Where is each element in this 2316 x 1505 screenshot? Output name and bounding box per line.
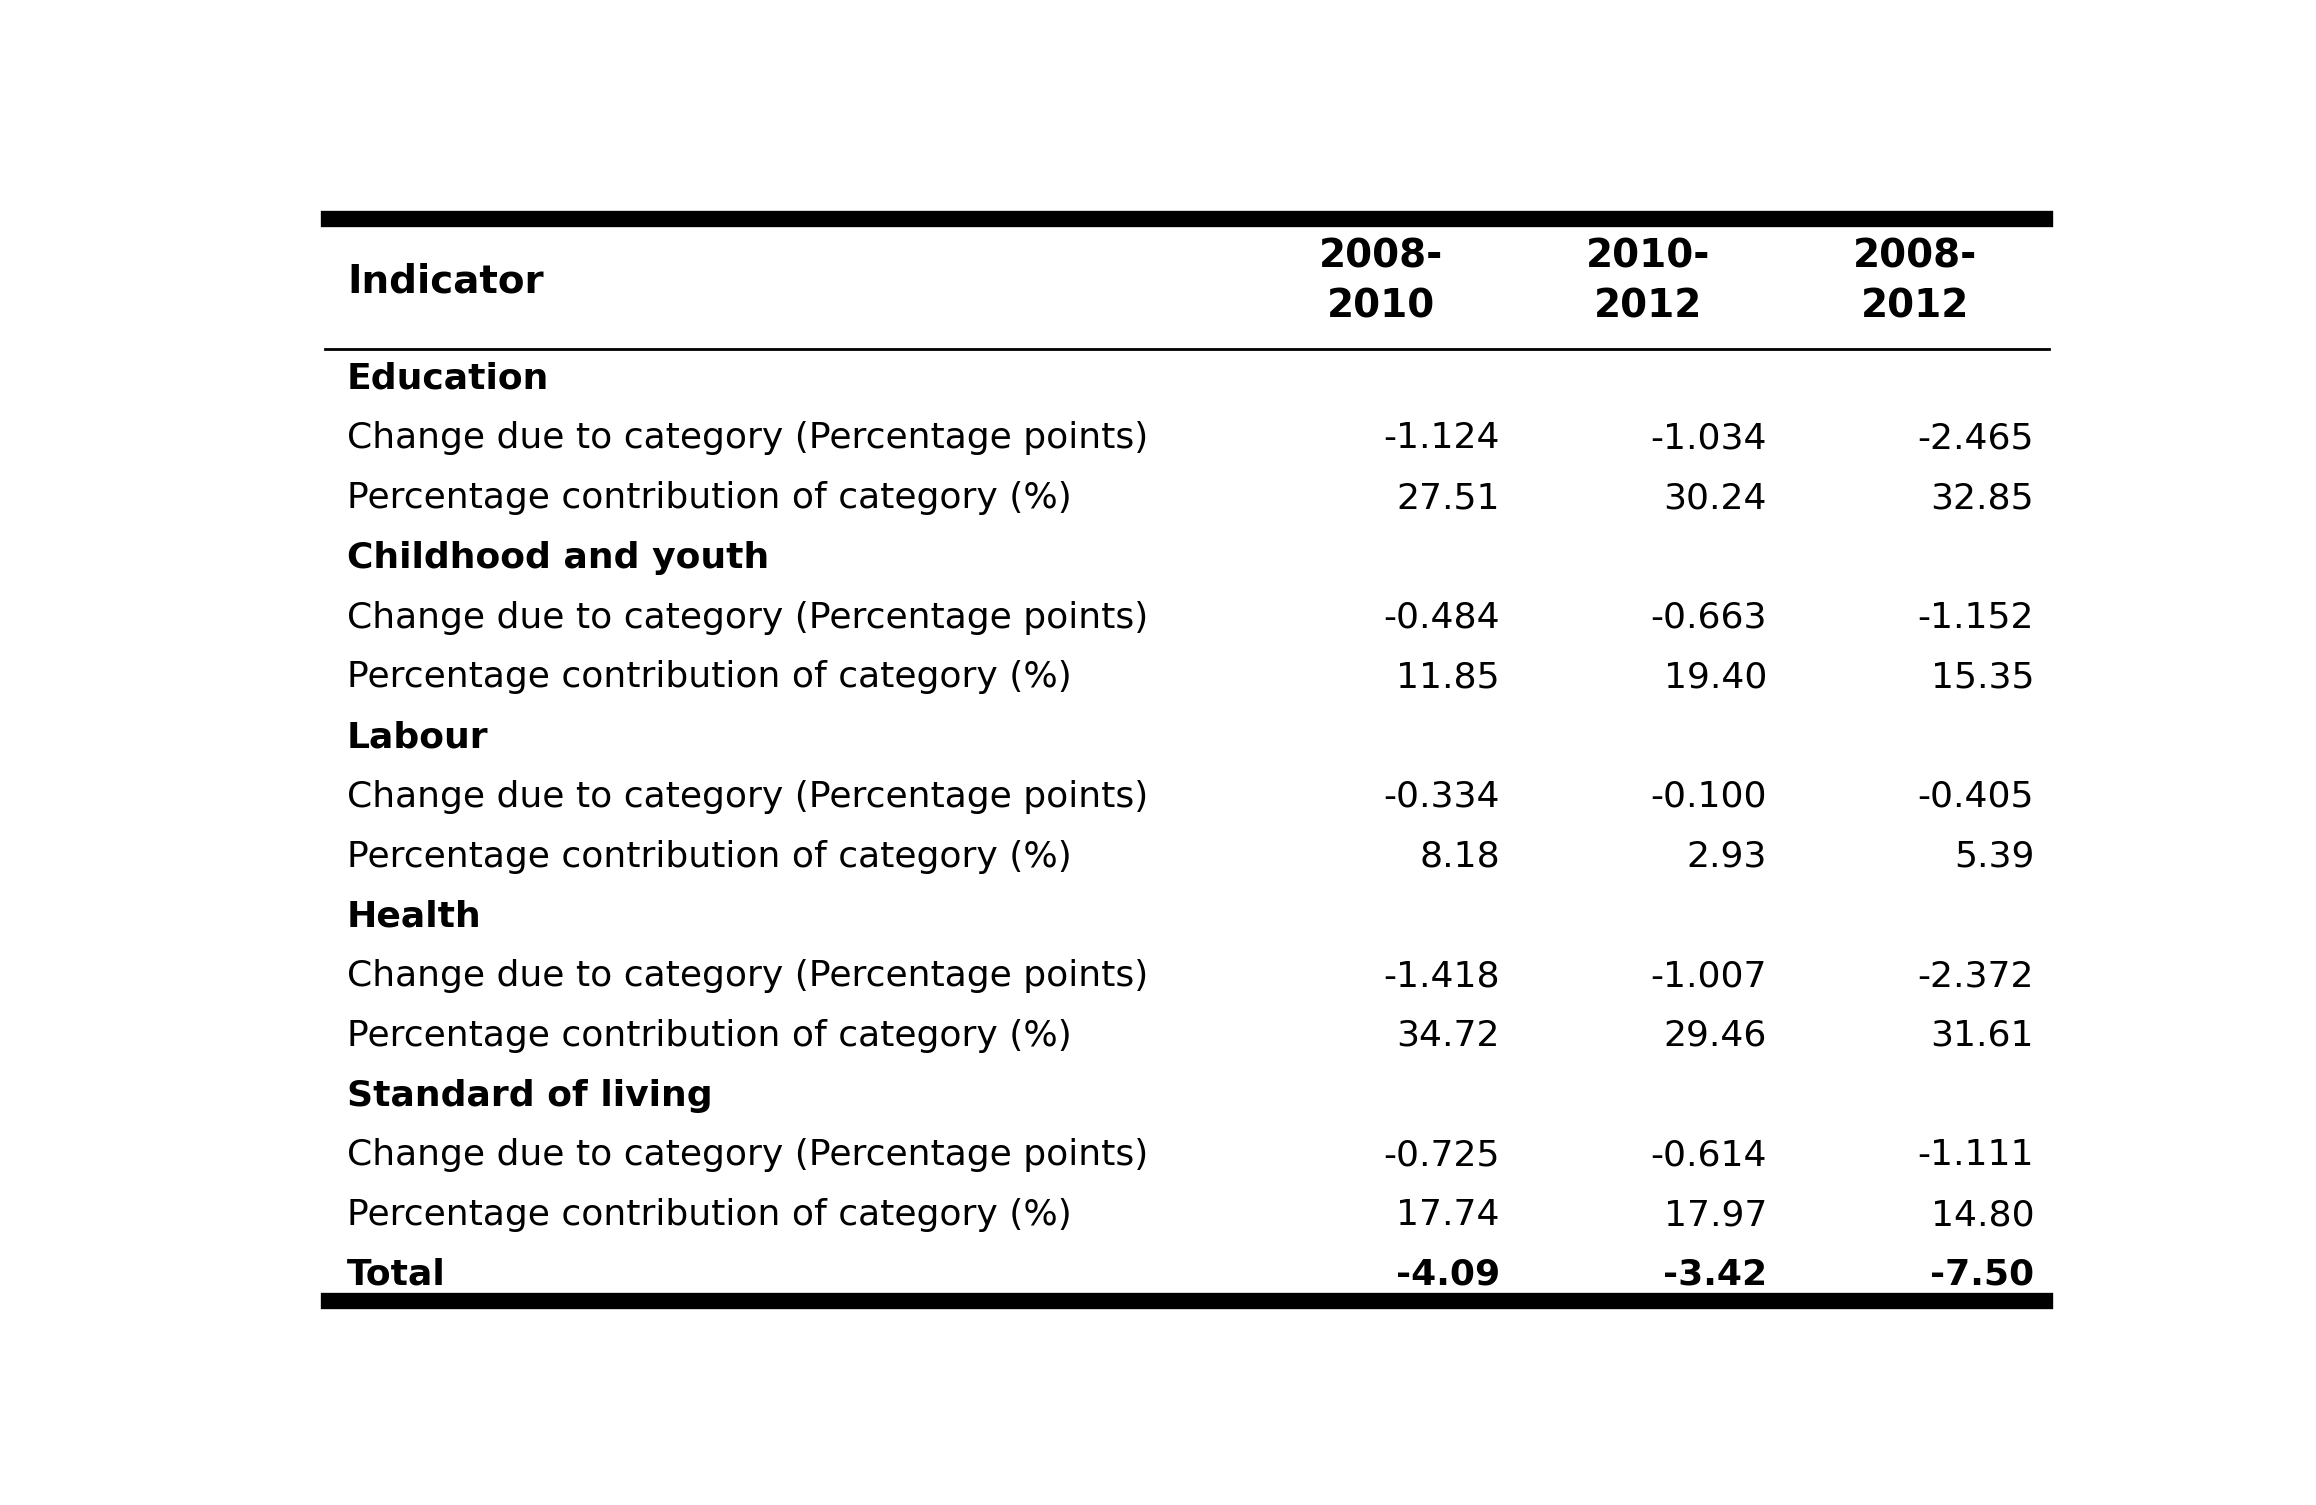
Text: 2008-
2010: 2008- 2010 [1318,238,1443,327]
Text: -0.663: -0.663 [1651,600,1767,635]
Text: Percentage contribution of category (%): Percentage contribution of category (%) [347,482,1072,515]
Text: -1.124: -1.124 [1383,421,1501,456]
Text: Change due to category (Percentage points): Change due to category (Percentage point… [347,959,1149,993]
Text: Education: Education [347,361,549,396]
Text: -0.100: -0.100 [1651,780,1767,814]
Text: -0.334: -0.334 [1383,780,1501,814]
Text: -0.725: -0.725 [1383,1138,1501,1172]
Text: Change due to category (Percentage points): Change due to category (Percentage point… [347,780,1149,814]
Text: Percentage contribution of category (%): Percentage contribution of category (%) [347,1198,1072,1233]
Text: -7.50: -7.50 [1929,1258,2033,1291]
Text: -0.614: -0.614 [1651,1138,1767,1172]
Text: 8.18: 8.18 [1420,840,1501,873]
Text: 32.85: 32.85 [1932,482,2033,515]
Text: 15.35: 15.35 [1932,661,2033,694]
Text: 17.74: 17.74 [1397,1198,1501,1233]
Text: Childhood and youth: Childhood and youth [347,540,769,575]
Text: 14.80: 14.80 [1932,1198,2033,1233]
Text: Change due to category (Percentage points): Change due to category (Percentage point… [347,421,1149,456]
Text: 11.85: 11.85 [1397,661,1501,694]
Text: 2.93: 2.93 [1686,840,1767,873]
Text: 34.72: 34.72 [1397,1019,1501,1054]
Text: 2008-
2012: 2008- 2012 [1853,238,1978,327]
Text: -1.034: -1.034 [1651,421,1767,456]
Text: 31.61: 31.61 [1932,1019,2033,1054]
Text: 27.51: 27.51 [1397,482,1501,515]
Text: -1.111: -1.111 [1918,1138,2033,1172]
Text: -4.09: -4.09 [1397,1258,1501,1291]
Text: -3.42: -3.42 [1663,1258,1767,1291]
Text: -2.465: -2.465 [1918,421,2033,456]
Text: Total: Total [347,1258,445,1291]
Text: -1.007: -1.007 [1651,959,1767,993]
Text: -0.484: -0.484 [1383,600,1501,635]
Text: 30.24: 30.24 [1663,482,1767,515]
Text: 29.46: 29.46 [1663,1019,1767,1054]
Text: 2010-
2012: 2010- 2012 [1586,238,1709,327]
Text: Change due to category (Percentage points): Change due to category (Percentage point… [347,600,1149,635]
Text: -2.372: -2.372 [1918,959,2033,993]
Text: -1.152: -1.152 [1918,600,2033,635]
Text: Indicator: Indicator [347,263,544,301]
Text: -1.418: -1.418 [1383,959,1501,993]
Text: Change due to category (Percentage points): Change due to category (Percentage point… [347,1138,1149,1172]
Text: 17.97: 17.97 [1663,1198,1767,1233]
Text: Health: Health [347,900,482,933]
Text: 19.40: 19.40 [1663,661,1767,694]
Text: -0.405: -0.405 [1918,780,2033,814]
Text: 5.39: 5.39 [1955,840,2033,873]
Text: Percentage contribution of category (%): Percentage contribution of category (%) [347,661,1072,694]
Text: Labour: Labour [347,719,489,754]
Text: Standard of living: Standard of living [347,1079,713,1112]
Text: Percentage contribution of category (%): Percentage contribution of category (%) [347,1019,1072,1054]
Text: Percentage contribution of category (%): Percentage contribution of category (%) [347,840,1072,873]
